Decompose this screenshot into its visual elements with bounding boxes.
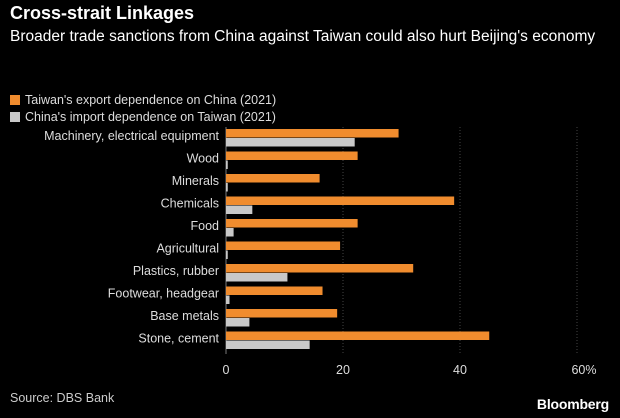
legend-item-export: Taiwan's export dependence on China (202… [10, 91, 276, 108]
legend-label-import: China's import dependence on Taiwan (202… [25, 109, 276, 124]
bar-export [226, 331, 490, 340]
category-label: Chemicals [161, 197, 219, 211]
x-tick-label: 60% [571, 363, 596, 377]
bar-import [226, 295, 230, 304]
legend-swatch-export [10, 94, 20, 105]
bar-export [226, 309, 338, 318]
x-tick-label: 20 [336, 363, 350, 377]
bar-import [226, 138, 355, 147]
bar-export [226, 241, 341, 250]
bar-export [226, 264, 414, 273]
category-label: Plastics, rubber [133, 264, 219, 278]
bar-import [226, 183, 228, 192]
category-label: Machinery, electrical equipment [44, 129, 219, 143]
legend-label-export: Taiwan's export dependence on China (202… [25, 92, 277, 107]
bar-import [226, 160, 228, 169]
bar-import [226, 318, 250, 327]
chart-title: Cross-strait Linkages [10, 3, 195, 23]
bar-export [226, 151, 358, 160]
bar-export [226, 129, 399, 138]
bar-import [226, 273, 288, 282]
category-label: Wood [187, 152, 219, 166]
bar-export [226, 196, 455, 205]
bar-import [226, 228, 234, 237]
bloomberg-logo: Bloomberg [536, 396, 609, 412]
category-label: Base metals [150, 309, 219, 323]
category-label: Stone, cement [138, 332, 219, 346]
legend: Taiwan's export dependence on China (202… [10, 91, 276, 125]
bar-import [226, 340, 310, 349]
x-tick-label: 0 [223, 363, 230, 377]
x-tick-label: 40 [453, 363, 467, 377]
bar-export [226, 219, 358, 228]
category-label: Footwear, headgear [108, 287, 219, 301]
source-note: Source: DBS Bank [10, 391, 115, 405]
bar-export [226, 174, 320, 183]
chart-subtitle: Broader trade sanctions from China again… [10, 28, 596, 45]
legend-item-import: China's import dependence on Taiwan (202… [10, 108, 276, 125]
bar-import [226, 250, 228, 259]
bar-export [226, 286, 323, 295]
category-label: Food [191, 219, 220, 233]
category-label: Agricultural [156, 242, 219, 256]
legend-swatch-import [10, 111, 20, 122]
category-label: Minerals [172, 174, 219, 188]
bar-import [226, 205, 253, 214]
